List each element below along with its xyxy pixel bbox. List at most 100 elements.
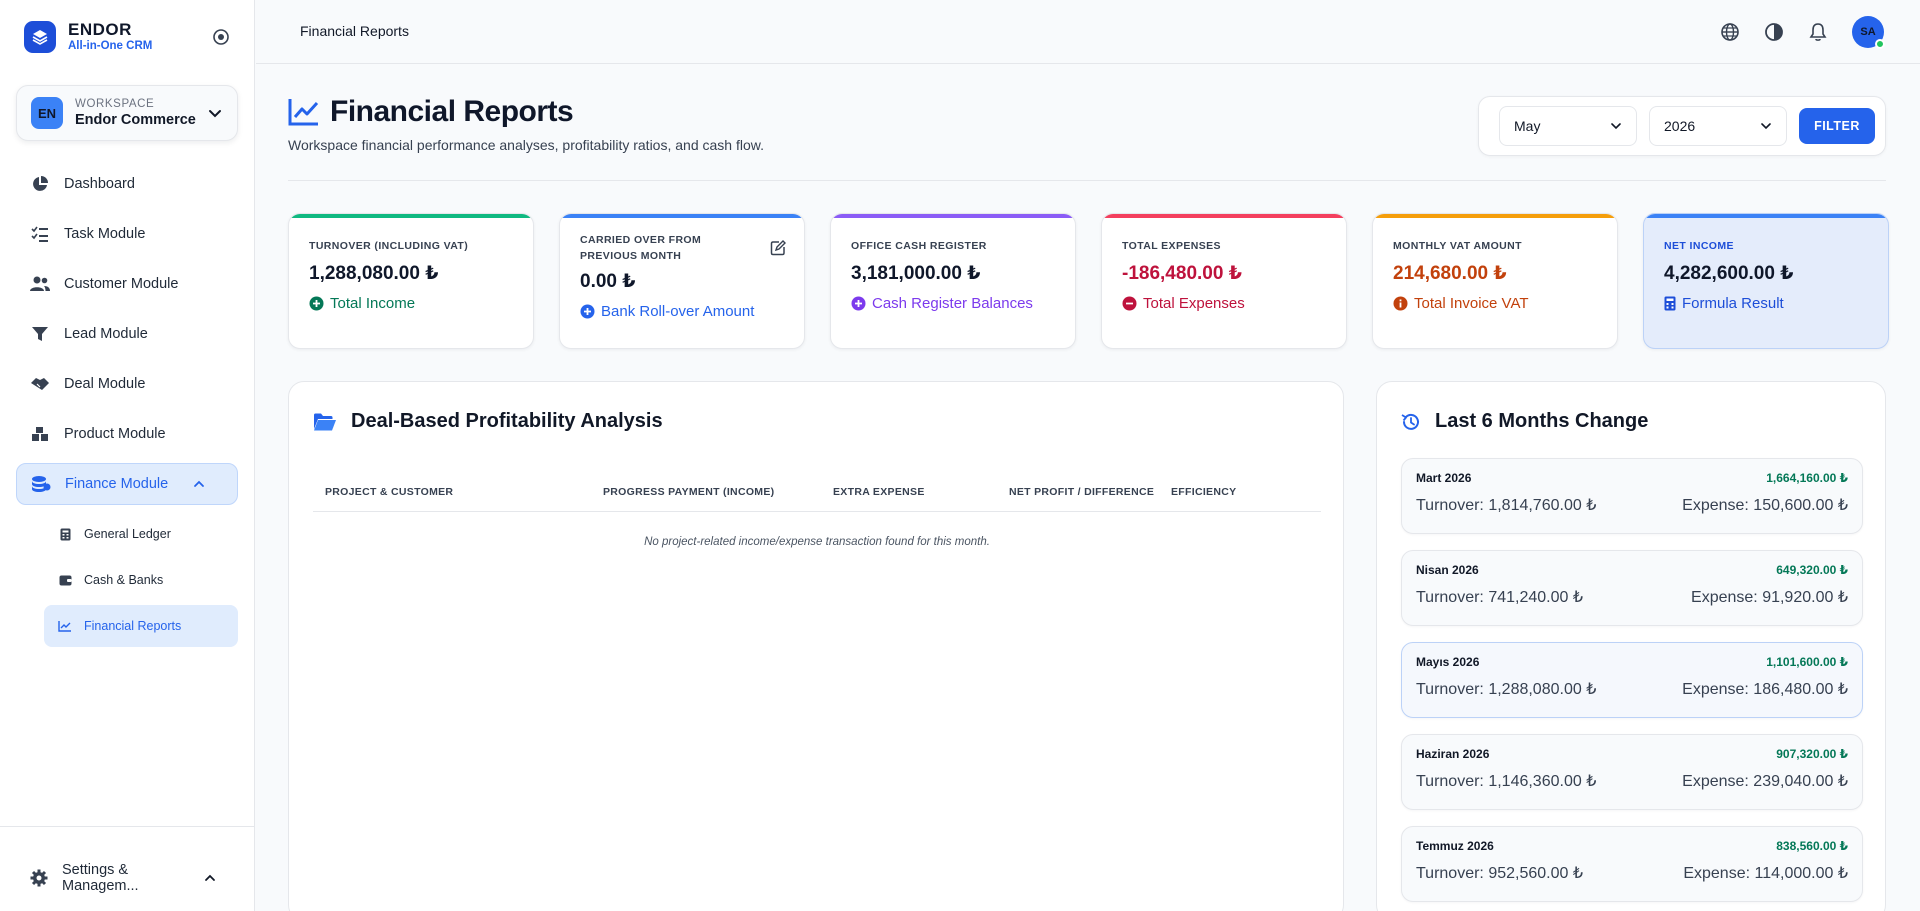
year-select[interactable]: 2026 bbox=[1649, 106, 1787, 146]
gear-icon bbox=[30, 869, 48, 887]
card-accent-bar bbox=[1373, 214, 1617, 218]
month-net: 1,664,160.00 ₺ bbox=[1766, 471, 1848, 485]
sidebar-toggle-icon[interactable] bbox=[212, 28, 230, 51]
stat-card-office-cash: OFFICE CASH REGISTER 3,181,000.00 ₺ Cash… bbox=[830, 213, 1076, 349]
month-net: 838,560.00 ₺ bbox=[1776, 839, 1848, 853]
column-header: PROJECT & CUSTOMER bbox=[325, 485, 454, 498]
month-row[interactable]: Temmuz 2026 838,560.00 ₺ Turnover: 952,56… bbox=[1401, 826, 1863, 902]
panel-title-text: Last 6 Months Change bbox=[1435, 410, 1649, 432]
breadcrumb: Financial Reports bbox=[300, 23, 409, 39]
month-net: 1,101,600.00 ₺ bbox=[1766, 655, 1848, 669]
card-label: MONTHLY VAT AMOUNT bbox=[1393, 240, 1522, 252]
card-label: TURNOVER (INCLUDING VAT) bbox=[309, 240, 469, 252]
sidebar-item-task-module[interactable]: Task Module bbox=[16, 213, 238, 255]
month-name: Mayıs 2026 bbox=[1416, 655, 1480, 669]
sidebar-item-label: Product Module bbox=[64, 426, 166, 442]
sidebar-item-deal-module[interactable]: Deal Module bbox=[16, 363, 238, 405]
card-label: CARRIED OVER FROM PREVIOUS MONTH bbox=[580, 234, 702, 262]
info-circle-icon bbox=[1393, 296, 1408, 311]
card-label: OFFICE CASH REGISTER bbox=[851, 240, 987, 252]
card-accent-bar bbox=[1644, 214, 1888, 218]
chevron-down-icon bbox=[207, 105, 223, 121]
boxes-icon bbox=[30, 425, 50, 443]
month-expense: Expense: 114,000.00 ₺ bbox=[1683, 865, 1848, 882]
stat-cards: TURNOVER (INCLUDING VAT) 1,288,080.00 ₺ … bbox=[288, 213, 1889, 349]
finance-subnav: General Ledger Cash & Banks Financial Re… bbox=[44, 513, 238, 647]
top-bar: Financial Reports SA bbox=[256, 0, 1920, 64]
stat-card-monthly-vat: MONTHLY VAT AMOUNT 214,680.00 ₺ Total In… bbox=[1372, 213, 1618, 349]
workspace-avatar: EN bbox=[31, 97, 63, 129]
card-value: 1,288,080.00 ₺ bbox=[309, 263, 439, 284]
workspace-name: Endor Commerce bbox=[75, 112, 196, 128]
stat-card-total-expenses: TOTAL EXPENSES -186,480.00 ₺ Total Expen… bbox=[1101, 213, 1347, 349]
sidebar-item-label: Lead Module bbox=[64, 326, 148, 342]
month-net: 907,320.00 ₺ bbox=[1776, 747, 1848, 761]
card-value: 3,181,000.00 ₺ bbox=[851, 263, 981, 284]
sidebar-item-label: Settings & Managem... bbox=[62, 862, 139, 894]
month-turnover: Turnover: 741,240.00 ₺ bbox=[1416, 589, 1584, 606]
column-header: EXTRA EXPENSE bbox=[833, 485, 925, 498]
panel-title-text: Deal-Based Profitability Analysis bbox=[351, 410, 663, 432]
page-title: Financial Reports bbox=[330, 95, 574, 128]
sidebar-item-dashboard[interactable]: Dashboard bbox=[16, 163, 238, 205]
card-value: 0.00 ₺ bbox=[580, 271, 636, 292]
month-select[interactable]: May bbox=[1499, 106, 1637, 146]
user-avatar[interactable]: SA bbox=[1852, 16, 1885, 49]
brand[interactable]: ENDOR All-in-One CRM bbox=[24, 21, 152, 53]
sidebar-item-finance-module[interactable]: Finance Module bbox=[16, 463, 238, 505]
card-value: -186,480.00 ₺ bbox=[1122, 263, 1242, 284]
bell-icon[interactable] bbox=[1808, 22, 1828, 42]
minus-circle-icon bbox=[1122, 296, 1137, 311]
card-accent-bar bbox=[289, 214, 533, 218]
month-row-current[interactable]: Mayıs 2026 1,101,600.00 ₺ Turnover: 1,288… bbox=[1401, 642, 1863, 718]
theme-toggle-icon[interactable] bbox=[1764, 22, 1784, 42]
sidebar-item-general-ledger[interactable]: General Ledger bbox=[44, 513, 238, 555]
month-row[interactable]: Haziran 2026 907,320.00 ₺ Turnover: 1,146… bbox=[1401, 734, 1863, 810]
globe-icon[interactable] bbox=[1720, 22, 1740, 42]
deal-profitability-panel: Deal-Based Profitability Analysis PROJEC… bbox=[288, 381, 1344, 911]
chart-line-icon bbox=[288, 97, 320, 127]
card-value: 4,282,600.00 ₺ bbox=[1664, 263, 1794, 284]
panel-title: Deal-Based Profitability Analysis bbox=[313, 410, 663, 433]
sidebar-item-cash-banks[interactable]: Cash & Banks bbox=[44, 559, 238, 601]
card-label: NET INCOME bbox=[1664, 240, 1734, 252]
month-turnover: Turnover: 1,288,080.00 ₺ bbox=[1416, 681, 1597, 698]
sidebar-item-label: Customer Module bbox=[64, 276, 179, 292]
ledger-icon bbox=[58, 528, 72, 541]
sidebar-item-lead-module[interactable]: Lead Module bbox=[16, 313, 238, 355]
sidebar-item-settings[interactable]: Settings & Managem... bbox=[30, 862, 230, 894]
card-accent-bar bbox=[560, 214, 804, 218]
sidebar-item-product-module[interactable]: Product Module bbox=[16, 413, 238, 455]
card-note: Formula Result bbox=[1682, 295, 1784, 312]
plus-circle-icon bbox=[580, 304, 595, 319]
sidebar-item-customer-module[interactable]: Customer Module bbox=[16, 263, 238, 305]
chevron-down-icon bbox=[1610, 120, 1622, 132]
month-row[interactable]: Mart 2026 1,664,160.00 ₺ Turnover: 1,814,… bbox=[1401, 458, 1863, 534]
calculator-icon bbox=[1664, 296, 1676, 311]
month-turnover: Turnover: 1,814,760.00 ₺ bbox=[1416, 497, 1597, 514]
sidebar-subitem-label: Cash & Banks bbox=[84, 573, 164, 587]
month-name: Mart 2026 bbox=[1416, 471, 1472, 485]
month-turnover: Turnover: 952,560.00 ₺ bbox=[1416, 865, 1584, 882]
plus-circle-icon bbox=[851, 296, 866, 311]
edit-icon[interactable] bbox=[770, 240, 786, 261]
card-note: Total Invoice VAT bbox=[1414, 295, 1529, 312]
page-subtitle: Workspace financial performance analyses… bbox=[288, 137, 764, 153]
month-row[interactable]: Nisan 2026 649,320.00 ₺ Turnover: 741,240… bbox=[1401, 550, 1863, 626]
month-expense: Expense: 186,480.00 ₺ bbox=[1682, 681, 1848, 698]
column-header: NET PROFIT / DIFFERENCE bbox=[1009, 485, 1155, 498]
sidebar-item-label: Deal Module bbox=[64, 376, 146, 392]
sidebar-item-label: Task Module bbox=[64, 226, 146, 242]
month-name: Nisan 2026 bbox=[1416, 563, 1479, 577]
workspace-switcher[interactable]: EN WORKSPACE Endor Commerce bbox=[16, 85, 238, 141]
filter-button[interactable]: FILTER bbox=[1799, 108, 1875, 144]
pie-chart-icon bbox=[30, 175, 50, 193]
sidebar-item-financial-reports[interactable]: Financial Reports bbox=[44, 605, 238, 647]
filter-bar: May 2026 FILTER bbox=[1478, 96, 1886, 156]
user-initials: SA bbox=[1860, 26, 1876, 38]
stat-card-turnover: TURNOVER (INCLUDING VAT) 1,288,080.00 ₺ … bbox=[288, 213, 534, 349]
plus-circle-icon bbox=[309, 296, 324, 311]
folder-open-icon bbox=[313, 412, 337, 432]
card-label: TOTAL EXPENSES bbox=[1122, 240, 1221, 252]
wallet-icon bbox=[58, 574, 72, 586]
